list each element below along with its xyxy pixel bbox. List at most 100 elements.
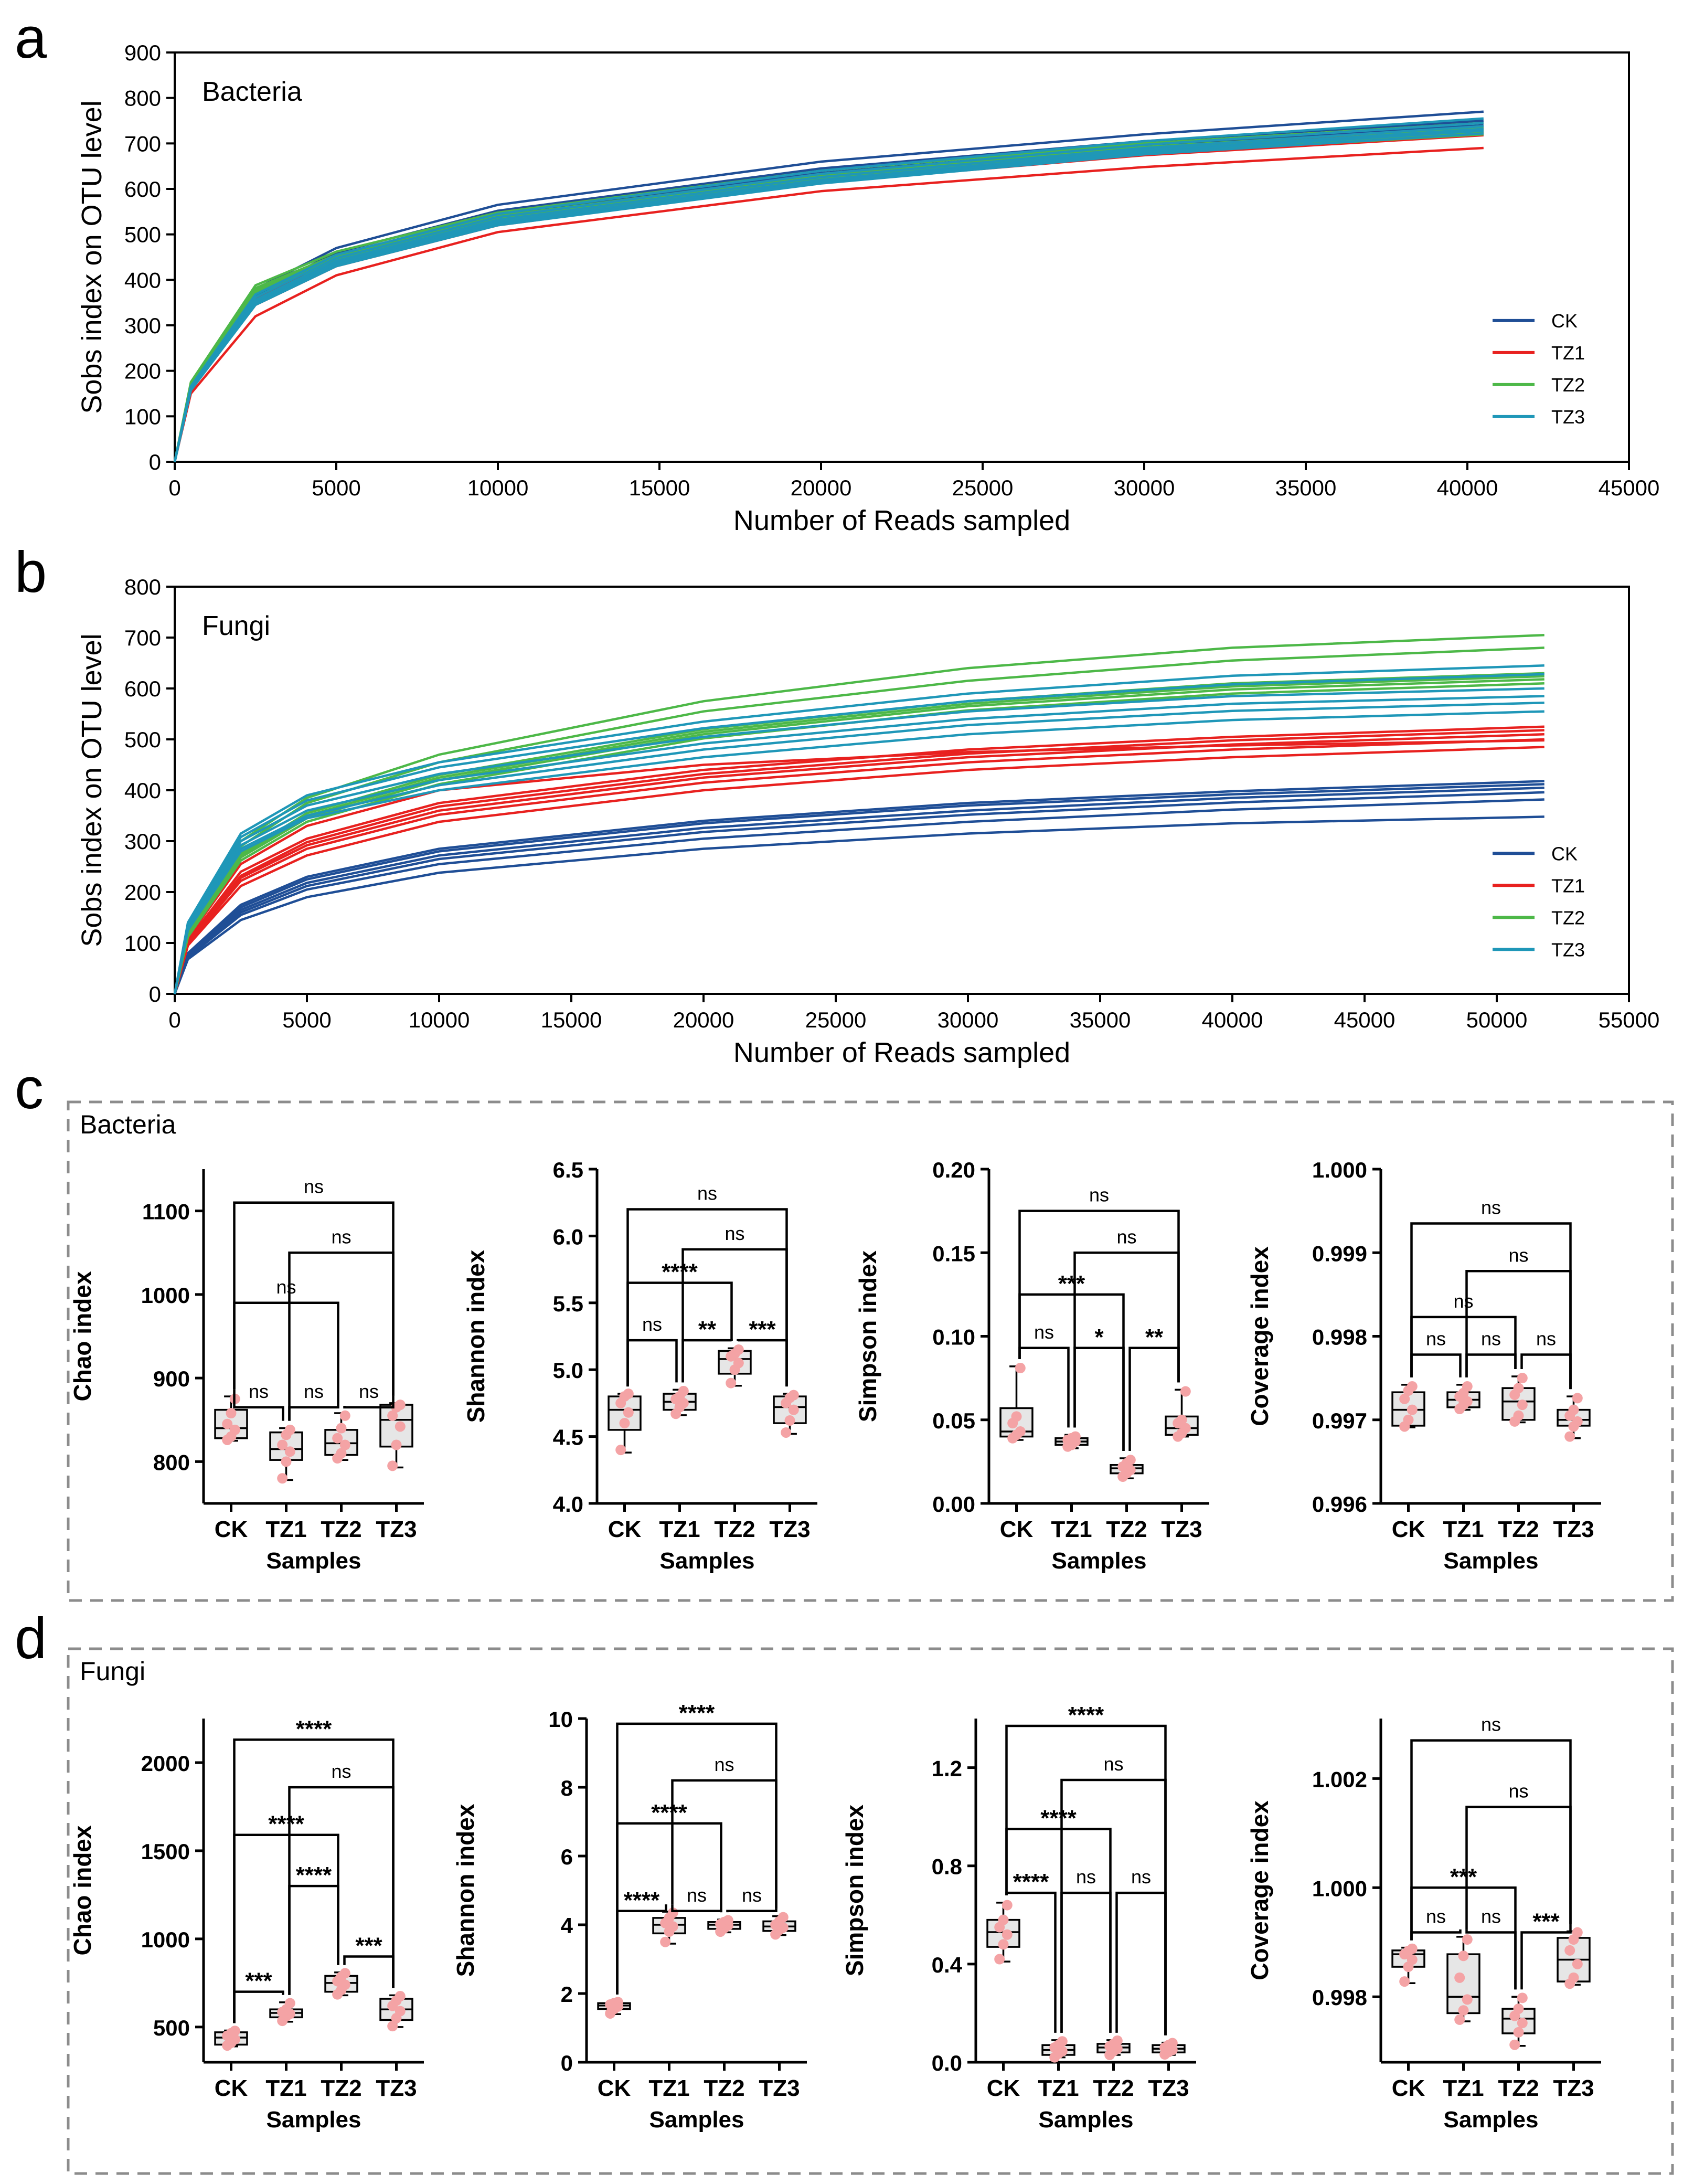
- data-point: [733, 1344, 744, 1355]
- y-tick-label: 0.998: [1312, 1325, 1367, 1350]
- significance-label: ns: [1508, 1244, 1528, 1266]
- y-tick-label: 6.5: [553, 1158, 583, 1182]
- data-point: [1070, 1431, 1081, 1442]
- significance-bracket: [288, 1786, 395, 1995]
- panel-letter-c: c: [15, 1056, 44, 1121]
- x-tick-label: TZ1: [659, 1517, 700, 1542]
- series-line-tz3: [173, 129, 1484, 462]
- series-line-tz3: [173, 673, 1544, 994]
- data-point: [678, 1385, 689, 1396]
- data-point: [1180, 1423, 1191, 1434]
- y-axis-label: Sobs index on OTU level: [76, 633, 108, 947]
- x-tick-label: 30000: [1114, 475, 1175, 500]
- series-line-tz2: [173, 633, 1544, 994]
- data-point: [1564, 1945, 1575, 1956]
- bacteria-group-title: Bacteria: [80, 1110, 176, 1139]
- fungi-group-title: Fungi: [80, 1657, 145, 1686]
- data-point: [1568, 1404, 1579, 1415]
- data-point: [229, 2026, 240, 2037]
- y-tick-label: 0.20: [932, 1158, 975, 1182]
- y-tick-label: 500: [153, 2016, 190, 2040]
- significance-label: ns: [304, 1176, 324, 1197]
- x-tick-label: TZ3: [376, 2075, 417, 2101]
- data-point: [284, 1446, 295, 1457]
- significance-label: ns: [697, 1182, 717, 1204]
- y-tick-label: 6.0: [553, 1224, 583, 1249]
- x-tick-label: TZ2: [714, 1517, 755, 1542]
- y-tick-label: 1000: [141, 1927, 190, 1952]
- data-point: [1572, 1416, 1583, 1427]
- data-point: [615, 1445, 626, 1456]
- data-point: [1513, 2027, 1524, 2038]
- x-tick-label: CK: [1392, 1517, 1425, 1542]
- data-point: [722, 1915, 733, 1926]
- y-tick-label: 0.4: [932, 1953, 963, 1977]
- boxplot-c-coverage-index: 0.996 0.997 0.998 0.999 1.000 CK TZ1 TZ2 TZ3 Samp…: [1246, 1158, 1601, 1574]
- data-point: [395, 1991, 406, 2002]
- y-axis-label: Shannon index: [462, 1249, 489, 1423]
- series-line-tz3: [173, 125, 1484, 462]
- data-point: [619, 1418, 630, 1429]
- significance-bracket: [1410, 1353, 1462, 1377]
- legend-label-tz1: TZ1: [1551, 342, 1585, 364]
- legend-label-tz3: TZ3: [1551, 939, 1585, 960]
- data-point: [387, 2021, 398, 2032]
- x-axis-label: Samples: [649, 2107, 744, 2133]
- data-point: [1454, 2014, 1465, 2025]
- data-point: [1112, 2035, 1123, 2046]
- data-point: [395, 1400, 406, 1411]
- boxplot-d-simpson-index: 0.0 0.4 0.8 1.2 CK TZ1 TZ2 TZ3 Samples Simpson in…: [841, 1702, 1196, 2133]
- data-point: [998, 1914, 1009, 1925]
- y-tick-label: 300: [124, 829, 161, 854]
- data-point: [226, 1408, 237, 1419]
- significance-bracket: [233, 1990, 284, 2023]
- significance-label: ****: [296, 1862, 332, 1888]
- significance-label: ****: [662, 1259, 698, 1285]
- y-tick-label: 1.000: [1312, 1158, 1367, 1182]
- data-point: [1015, 1363, 1026, 1374]
- data-point: [1399, 1393, 1410, 1404]
- series-line-tz3: [173, 687, 1544, 994]
- y-tick-label: 0.0: [932, 2051, 962, 2075]
- series-line-ck: [173, 110, 1484, 462]
- significance-label: ns: [1103, 1753, 1123, 1775]
- y-tick-label: 200: [124, 359, 161, 384]
- x-tick-label: 55000: [1599, 1008, 1660, 1032]
- data-point: [1125, 1455, 1136, 1466]
- bacteria-alpha-frame: [67, 1100, 1674, 1602]
- x-tick-label: CK: [608, 1517, 642, 1542]
- y-tick-label: 5.5: [553, 1291, 583, 1316]
- y-tick-label: 1500: [141, 1839, 190, 1864]
- y-tick-label: 500: [124, 222, 161, 247]
- data-point: [781, 1427, 792, 1438]
- legend-label-tz2: TZ2: [1551, 374, 1585, 396]
- y-tick-label: 900: [153, 1366, 190, 1391]
- panel-letter-b: b: [15, 540, 47, 605]
- data-point: [277, 1439, 288, 1450]
- boxplot-d-shannon-index: 0 2 4 6 8 10 CK TZ1 TZ2 TZ3 Samples Shannon index **…: [452, 1700, 807, 2133]
- data-point: [1458, 2005, 1469, 2016]
- significance-label: ns: [1481, 1328, 1501, 1350]
- y-tick-label: 100: [124, 404, 161, 429]
- data-point: [1462, 1396, 1473, 1407]
- y-tick-label: 800: [153, 1450, 190, 1475]
- significance-label: ns: [1034, 1321, 1054, 1343]
- data-point: [1513, 2003, 1524, 2015]
- series-line-ck: [173, 815, 1544, 994]
- significance-label: ns: [1131, 1866, 1151, 1888]
- significance-bracket: [616, 1722, 777, 1995]
- significance-label: ns: [1481, 1906, 1501, 1927]
- data-point: [1572, 1927, 1583, 1938]
- x-axis-label: Samples: [1039, 2107, 1134, 2133]
- x-axis-label: Samples: [1444, 2107, 1539, 2133]
- data-point: [1462, 1934, 1473, 1945]
- significance-bracket: [1005, 1724, 1167, 2035]
- data-point: [1407, 1381, 1418, 1392]
- significance-bracket: [1005, 1891, 1057, 2033]
- data-point: [1167, 2038, 1178, 2049]
- x-tick-label: CK: [987, 2075, 1020, 2101]
- series-line-ck: [173, 783, 1544, 994]
- significance-bracket: [1115, 1891, 1167, 2035]
- box-iqr: [1446, 1953, 1480, 2015]
